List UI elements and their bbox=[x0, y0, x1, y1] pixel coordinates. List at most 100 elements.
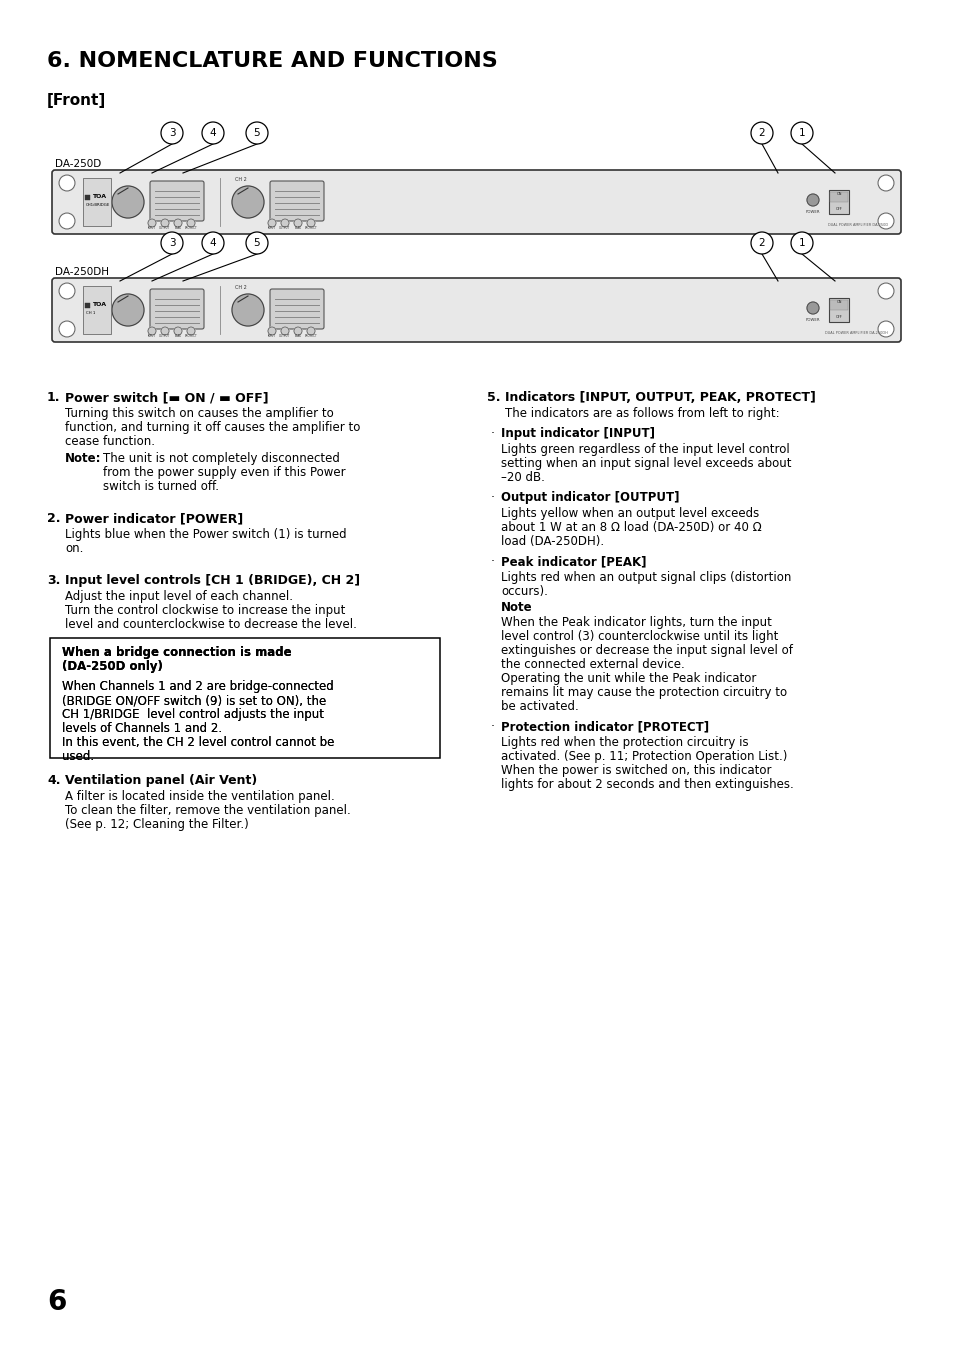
Text: levels of Channels 1 and 2.: levels of Channels 1 and 2. bbox=[62, 721, 222, 735]
Text: [Front]: [Front] bbox=[47, 93, 106, 108]
Text: 3.: 3. bbox=[47, 574, 60, 586]
Bar bbox=[83, 178, 111, 226]
Circle shape bbox=[790, 232, 812, 254]
Bar bbox=[83, 286, 111, 334]
Text: DUAL POWER AMPLIFIER DA-250D: DUAL POWER AMPLIFIER DA-250D bbox=[827, 223, 887, 227]
Text: 5: 5 bbox=[253, 128, 260, 138]
Circle shape bbox=[281, 219, 289, 227]
Text: Note:: Note: bbox=[65, 453, 101, 465]
Text: levels of Channels 1 and 2.: levels of Channels 1 and 2. bbox=[62, 721, 222, 735]
Text: from the power supply even if this Power: from the power supply even if this Power bbox=[103, 466, 345, 480]
Bar bbox=[85, 195, 90, 200]
Text: Input indicator [INPUT]: Input indicator [INPUT] bbox=[500, 427, 655, 440]
Circle shape bbox=[161, 232, 183, 254]
Text: When a bridge connection is made: When a bridge connection is made bbox=[62, 646, 292, 659]
Text: OUTPUT: OUTPUT bbox=[159, 334, 171, 338]
Circle shape bbox=[148, 327, 156, 335]
Text: Operating the unit while the Peak indicator: Operating the unit while the Peak indica… bbox=[500, 671, 756, 685]
Text: about 1 W at an 8 Ω load (DA-250D) or 40 Ω: about 1 W at an 8 Ω load (DA-250D) or 40… bbox=[500, 521, 760, 534]
Text: 2.: 2. bbox=[47, 512, 60, 526]
Text: PROTECT: PROTECT bbox=[185, 226, 197, 230]
Bar bbox=[828, 190, 848, 213]
Text: ·: · bbox=[491, 555, 495, 567]
Text: used.: used. bbox=[62, 750, 94, 763]
Text: When Channels 1 and 2 are bridge-connected: When Channels 1 and 2 are bridge-connect… bbox=[62, 680, 334, 693]
Text: be activated.: be activated. bbox=[500, 700, 578, 713]
Text: POWER: POWER bbox=[805, 317, 820, 322]
Text: CH 2: CH 2 bbox=[234, 177, 247, 182]
Text: When the power is switched on, this indicator: When the power is switched on, this indi… bbox=[500, 765, 771, 777]
Text: OUTPUT: OUTPUT bbox=[279, 226, 291, 230]
Text: In this event, the CH 2 level control cannot be: In this event, the CH 2 level control ca… bbox=[62, 736, 334, 748]
Text: (DA-250D only): (DA-250D only) bbox=[62, 661, 163, 673]
Text: Turn the control clockwise to increase the input: Turn the control clockwise to increase t… bbox=[65, 604, 345, 617]
Text: on.: on. bbox=[65, 542, 83, 555]
Text: Power indicator [POWER]: Power indicator [POWER] bbox=[65, 512, 243, 526]
Circle shape bbox=[112, 186, 144, 218]
Circle shape bbox=[268, 327, 275, 335]
Circle shape bbox=[187, 327, 194, 335]
Circle shape bbox=[59, 213, 75, 230]
Circle shape bbox=[877, 213, 893, 230]
Text: INPUT: INPUT bbox=[148, 334, 156, 338]
Text: OFF: OFF bbox=[835, 207, 841, 211]
Circle shape bbox=[307, 327, 314, 335]
Circle shape bbox=[806, 195, 818, 205]
Text: function, and turning it off causes the amplifier to: function, and turning it off causes the … bbox=[65, 422, 360, 434]
Text: ·: · bbox=[491, 720, 495, 734]
Text: load (DA-250DH).: load (DA-250DH). bbox=[500, 535, 603, 549]
Circle shape bbox=[59, 176, 75, 190]
Text: 1: 1 bbox=[798, 238, 804, 249]
Circle shape bbox=[246, 232, 268, 254]
Text: PROTECT: PROTECT bbox=[304, 226, 317, 230]
Circle shape bbox=[750, 122, 772, 145]
Text: CH 1/BRIDGE  level control adjusts the input: CH 1/BRIDGE level control adjusts the in… bbox=[62, 708, 324, 721]
Text: remains lit may cause the protection circuitry to: remains lit may cause the protection cir… bbox=[500, 686, 786, 698]
Bar bbox=[50, 638, 439, 758]
Text: Lights red when an output signal clips (distortion: Lights red when an output signal clips (… bbox=[500, 571, 791, 584]
Text: ·: · bbox=[491, 427, 495, 440]
Text: POWER: POWER bbox=[805, 209, 820, 213]
Text: DUAL POWER AMPLIFIER DA-250DH: DUAL POWER AMPLIFIER DA-250DH bbox=[824, 331, 887, 335]
Circle shape bbox=[173, 219, 182, 227]
Text: lights for about 2 seconds and then extinguishes.: lights for about 2 seconds and then exti… bbox=[500, 778, 793, 790]
Circle shape bbox=[202, 232, 224, 254]
Text: Output indicator [OUTPUT]: Output indicator [OUTPUT] bbox=[500, 490, 679, 504]
Text: (DA-250D only): (DA-250D only) bbox=[62, 661, 163, 673]
Circle shape bbox=[877, 282, 893, 299]
Circle shape bbox=[281, 327, 289, 335]
Text: level and counterclockwise to decrease the level.: level and counterclockwise to decrease t… bbox=[65, 617, 356, 631]
Text: The indicators are as follows from left to right:: The indicators are as follows from left … bbox=[504, 407, 779, 420]
Text: Input level controls [CH 1 (BRIDGE), CH 2]: Input level controls [CH 1 (BRIDGE), CH … bbox=[65, 574, 359, 586]
Text: 1.: 1. bbox=[47, 390, 60, 404]
FancyBboxPatch shape bbox=[150, 289, 204, 330]
Text: Lights red when the protection circuitry is: Lights red when the protection circuitry… bbox=[500, 736, 748, 748]
Text: 2: 2 bbox=[758, 238, 764, 249]
Text: 4: 4 bbox=[210, 238, 216, 249]
Circle shape bbox=[173, 327, 182, 335]
Text: occurs).: occurs). bbox=[500, 585, 547, 598]
Text: PEAK: PEAK bbox=[294, 334, 301, 338]
Circle shape bbox=[877, 322, 893, 336]
Text: 4: 4 bbox=[210, 128, 216, 138]
Text: 4.: 4. bbox=[47, 774, 60, 788]
Text: Lights green regardless of the input level control: Lights green regardless of the input lev… bbox=[500, 443, 789, 457]
Text: cease function.: cease function. bbox=[65, 435, 154, 449]
Text: INPUT: INPUT bbox=[268, 334, 275, 338]
Circle shape bbox=[246, 122, 268, 145]
Text: setting when an input signal level exceeds about: setting when an input signal level excee… bbox=[500, 457, 791, 470]
Text: (BRIDGE ON/OFF switch (9) is set to ON), the: (BRIDGE ON/OFF switch (9) is set to ON),… bbox=[62, 694, 326, 707]
Text: Lights blue when the Power switch (1) is turned: Lights blue when the Power switch (1) is… bbox=[65, 528, 346, 540]
Text: Note: Note bbox=[500, 601, 532, 613]
Text: DA-250DH: DA-250DH bbox=[55, 267, 109, 277]
Circle shape bbox=[59, 282, 75, 299]
Text: TOA: TOA bbox=[91, 303, 106, 308]
Circle shape bbox=[161, 122, 183, 145]
Text: OUTPUT: OUTPUT bbox=[279, 334, 291, 338]
Circle shape bbox=[161, 327, 169, 335]
Text: ·: · bbox=[491, 490, 495, 504]
FancyBboxPatch shape bbox=[150, 181, 204, 222]
Text: 6. NOMENCLATURE AND FUNCTIONS: 6. NOMENCLATURE AND FUNCTIONS bbox=[47, 51, 497, 72]
Text: Adjust the input level of each channel.: Adjust the input level of each channel. bbox=[65, 590, 293, 603]
Text: To clean the filter, remove the ventilation panel.: To clean the filter, remove the ventilat… bbox=[65, 804, 351, 817]
